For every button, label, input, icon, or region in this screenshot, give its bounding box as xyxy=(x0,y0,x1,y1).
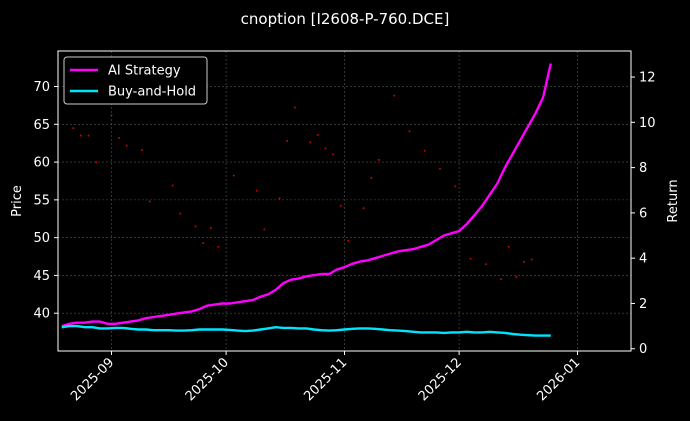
scatter-point xyxy=(393,94,396,97)
scatter-point xyxy=(293,106,296,109)
scatter-point xyxy=(125,144,128,147)
scatter-point xyxy=(255,189,258,192)
scatter-point xyxy=(500,278,503,281)
scatter-point xyxy=(278,197,281,200)
scatter-point xyxy=(87,134,90,137)
line-series-ai-strategy xyxy=(61,63,552,328)
y2-tick-label: 10 xyxy=(639,116,656,131)
scatter-point xyxy=(408,130,411,133)
scatter-point xyxy=(148,200,151,203)
scatter-point xyxy=(507,245,510,248)
scatter-point xyxy=(95,161,98,164)
y2-tick-label: 2 xyxy=(639,297,647,312)
scatter-point xyxy=(72,127,75,130)
scatter-point xyxy=(530,258,533,261)
scatter-point xyxy=(469,257,472,260)
scatter-point xyxy=(232,174,235,177)
y2-tick-label: 6 xyxy=(639,206,647,221)
scatter-point xyxy=(423,149,426,152)
scatter-point xyxy=(347,239,350,242)
y-axis-title: Price xyxy=(10,185,25,217)
scatter-point xyxy=(309,141,312,144)
scatter-point xyxy=(484,263,487,266)
y2-axis-title: Return xyxy=(666,179,681,222)
scatter-point xyxy=(362,207,365,210)
legend: AI Strategy Buy-and-Hold xyxy=(63,56,208,105)
scatter-point xyxy=(110,114,113,117)
scatter-point xyxy=(523,260,526,263)
line-series xyxy=(61,63,552,337)
chart-title: cnoption [I2608-P-760.DCE] xyxy=(241,10,450,28)
y-tick-label: 45 xyxy=(33,269,50,284)
y-tick-label: 55 xyxy=(33,193,50,208)
scatter-point xyxy=(79,134,82,137)
scatter-point xyxy=(171,184,174,187)
y-tick-label: 60 xyxy=(33,156,50,171)
scatter-point xyxy=(286,139,289,142)
scatter-point xyxy=(324,147,327,150)
scatter-point xyxy=(370,176,373,179)
legend-label: AI Strategy xyxy=(108,64,181,79)
y-tick-label: 50 xyxy=(33,231,50,246)
scatter-point xyxy=(194,225,197,228)
scatter-point xyxy=(217,245,220,248)
y2-tick-label: 4 xyxy=(639,252,647,267)
scatter-point xyxy=(209,226,212,229)
scatter-series xyxy=(72,94,533,281)
scatter-point xyxy=(179,212,182,215)
scatter-point xyxy=(377,158,380,161)
y2-tick-label: 8 xyxy=(639,161,647,176)
scatter-point xyxy=(332,153,335,156)
scatter-point xyxy=(339,204,342,207)
scatter-point xyxy=(202,241,205,244)
scatter-point xyxy=(141,148,144,151)
scatter-point xyxy=(118,136,121,139)
y-tick-label: 70 xyxy=(33,80,50,95)
scatter-point xyxy=(515,275,518,278)
y-tick-label: 40 xyxy=(33,307,50,322)
scatter-point xyxy=(316,133,319,136)
scatter-point xyxy=(263,228,266,231)
line-series-buy-and-hold xyxy=(61,324,551,337)
y2-tick-label: 12 xyxy=(639,71,656,86)
y2-tick-label: 0 xyxy=(639,342,647,357)
y-tick-label: 65 xyxy=(33,118,50,133)
legend-label: Buy-and-Hold xyxy=(108,85,196,100)
scatter-point xyxy=(454,185,457,188)
legend-box xyxy=(63,56,208,105)
scatter-point xyxy=(439,167,441,170)
